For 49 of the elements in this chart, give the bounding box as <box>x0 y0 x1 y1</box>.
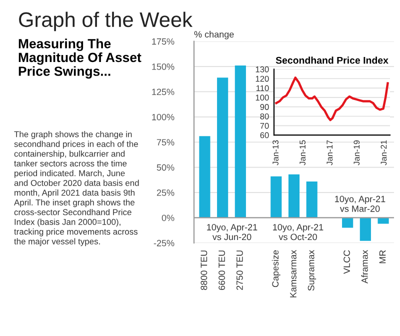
text: Measuring The Magnitude Of Asset Price Swings... <box>18 38 142 79</box>
x-tick-label: Aframax <box>361 250 368 284</box>
x-tick-label: 2750 TEU <box>236 250 243 290</box>
bar <box>360 218 371 241</box>
y-tick-label: 110 <box>256 85 269 92</box>
chart-title: Graph of the Week <box>19 12 193 32</box>
x-tick-label: 6600 TEU <box>218 250 225 290</box>
y-tick-label: 75% <box>156 139 174 146</box>
x-tick-label: 8800 TEU <box>200 250 208 290</box>
x-tick-label: MR <box>379 250 386 264</box>
y-axis-title: % change <box>194 30 234 40</box>
annotation: 10yo, Apr-21 vs Oct-20 <box>273 224 324 240</box>
bar <box>234 66 246 218</box>
bar <box>306 181 318 218</box>
x-tick-label: Jan-13 <box>272 140 278 166</box>
x-tick-label: Jan-17 <box>326 140 333 166</box>
y-tick-label: 60 <box>260 132 269 138</box>
y-tick-label: 25% <box>156 189 174 196</box>
bar <box>270 176 282 218</box>
bar <box>342 218 354 228</box>
annotation: 10yo, Apr-21 vs Mar-20 <box>335 196 386 212</box>
x-tick-label: Kamsarmax <box>290 250 296 298</box>
annotation: 10yo, Apr-21 vs Jun-20 <box>207 224 258 240</box>
y-tick-label: 100 <box>256 94 269 101</box>
y-tick-label: -25% <box>154 240 174 246</box>
y-tick-label: 175% <box>152 38 174 45</box>
x-tick-label: Supramax <box>308 250 316 291</box>
line-series <box>275 76 389 122</box>
bar <box>199 136 210 218</box>
x-tick-label: Capesize <box>272 250 280 288</box>
bar <box>378 218 389 224</box>
y-tick-label: 90 <box>260 104 269 110</box>
y-tick-label: 100% <box>152 114 174 120</box>
x-tick-label: VLCC <box>344 250 350 274</box>
y-tick-label: 80 <box>260 113 269 120</box>
chart-title: Secondhand Price Index <box>276 56 388 64</box>
x-tick-label: Jan-21 <box>380 140 387 166</box>
y-tick-label: 125% <box>152 88 174 96</box>
bar <box>288 174 300 218</box>
y-tick-label: 0% <box>162 214 174 222</box>
y-tick-label: 50% <box>156 164 174 171</box>
text: The graph shows the change in secondhand prices in each of the containership, bulkcarrier and tanker sectors across the time period indicated. March, June and October 2020 data basis end month, April 2021 data basis 9th April. The inset graph shows the cross-sector Secondhand Price Index (basis Jan 2000=100), tracking price movements across the major vessel types. <box>14 131 139 246</box>
y-tick-label: 130 <box>256 66 269 72</box>
x-tick-label: Jan-19 <box>354 140 360 166</box>
x-tick-label: Jan-15 <box>300 140 306 166</box>
y-tick-label: 120 <box>256 76 269 82</box>
y-tick-label: 150% <box>152 63 174 70</box>
bar <box>217 78 228 218</box>
y-tick-label: 70 <box>260 122 269 129</box>
